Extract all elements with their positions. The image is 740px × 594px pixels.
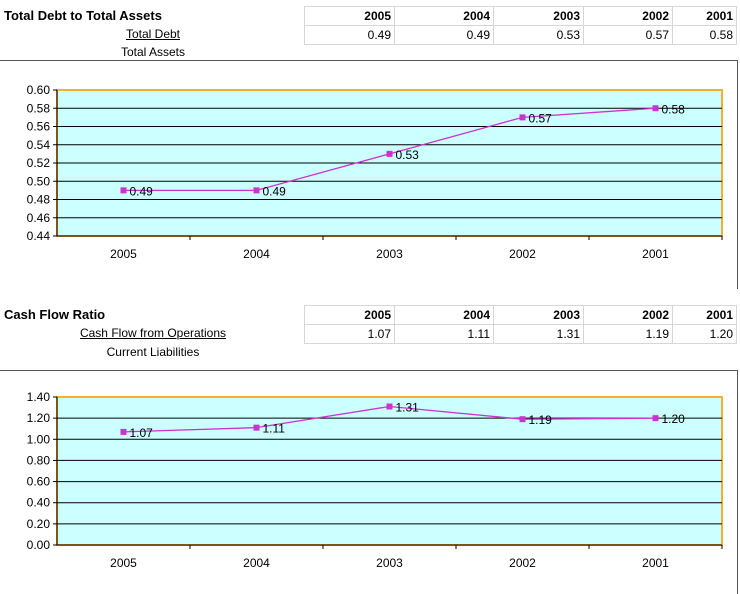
ratio-table: 2005 2004 2003 2002 2001 1.07 1.11 1.31 1.19 1.20 [304, 305, 737, 344]
year-header: 2003 [493, 6, 584, 26]
data-point [652, 415, 659, 422]
data-label: 1.19 [529, 413, 553, 427]
year-header: 2004 [394, 305, 494, 325]
y-tick-label: 0.44 [27, 229, 51, 243]
data-label: 0.57 [529, 111, 553, 125]
y-tick-label: 0.56 [27, 120, 51, 134]
data-point [386, 150, 393, 157]
x-tick-label: 2005 [110, 247, 137, 261]
y-tick-label: 0.40 [27, 496, 51, 510]
x-tick-label: 2002 [509, 556, 536, 570]
denominator-label: Current Liabilities [106, 345, 200, 359]
y-tick-label: 0.20 [27, 517, 51, 531]
ratio-table: 2005 2004 2003 2002 2001 0.49 0.49 0.53 0.57 0.58 [304, 6, 737, 45]
data-point [519, 114, 526, 121]
value-cell: 1.20 [672, 324, 737, 344]
y-tick-label: 0.00 [27, 538, 51, 552]
y-tick-label: 1.40 [27, 390, 51, 404]
data-label: 0.53 [396, 148, 420, 162]
data-point [253, 424, 260, 431]
data-point [652, 105, 659, 112]
data-label: 0.58 [662, 102, 686, 116]
data-label: 1.20 [662, 412, 686, 426]
value-cell: 0.58 [672, 25, 737, 45]
value-cell: 1.11 [394, 324, 494, 344]
year-header: 2002 [583, 6, 673, 26]
x-tick-label: 2005 [110, 556, 137, 570]
value-cell: 1.31 [493, 324, 584, 344]
ratio-title: Total Debt to Total Assets [4, 8, 162, 23]
data-label: 1.11 [263, 422, 286, 436]
data-label: 0.49 [263, 184, 287, 198]
x-tick-label: 2004 [243, 556, 270, 570]
denominator-label: Total Assets [120, 45, 186, 59]
y-tick-label: 0.46 [27, 211, 51, 225]
y-tick-label: 1.20 [27, 411, 51, 425]
value-cell: 1.07 [304, 324, 395, 344]
y-tick-label: 1.00 [27, 432, 51, 446]
ratio-title: Cash Flow Ratio [4, 307, 106, 322]
value-cell: 1.19 [583, 324, 673, 344]
y-tick-label: 0.50 [27, 174, 51, 188]
data-label: 0.49 [130, 184, 154, 198]
y-tick-label: 0.54 [27, 138, 51, 152]
x-tick-label: 2002 [509, 247, 536, 261]
data-point [519, 416, 526, 423]
y-tick-label: 0.52 [27, 156, 51, 170]
data-point [386, 403, 393, 410]
x-tick-label: 2003 [376, 556, 403, 570]
data-point [120, 428, 127, 435]
data-point [253, 187, 260, 194]
chart-frame [0, 370, 738, 594]
value-row: 1.07 1.11 1.31 1.19 1.20 [304, 324, 737, 344]
y-tick-label: 0.48 [27, 193, 51, 207]
data-point [120, 187, 127, 194]
chart-frame [0, 60, 738, 289]
data-label: 1.07 [130, 426, 154, 440]
year-header: 2004 [394, 6, 494, 26]
y-tick-label: 0.58 [27, 101, 51, 115]
x-tick-label: 2001 [642, 556, 669, 570]
y-tick-label: 0.80 [27, 453, 51, 467]
data-label: 1.31 [396, 401, 420, 415]
x-tick-label: 2001 [642, 247, 669, 261]
x-tick-label: 2004 [243, 247, 270, 261]
value-row: 0.49 0.49 0.53 0.57 0.58 [304, 25, 737, 45]
x-tick-label: 2003 [376, 247, 403, 261]
y-tick-label: 0.60 [27, 83, 51, 97]
numerator-label: Cash Flow from Operations [79, 326, 227, 340]
plot-area [56, 396, 723, 546]
value-cell: 0.53 [493, 25, 584, 45]
numerator-label: Total Debt [125, 27, 181, 41]
value-cell: 0.57 [583, 25, 673, 45]
y-tick-label: 0.60 [27, 475, 51, 489]
value-cell: 0.49 [394, 25, 494, 45]
